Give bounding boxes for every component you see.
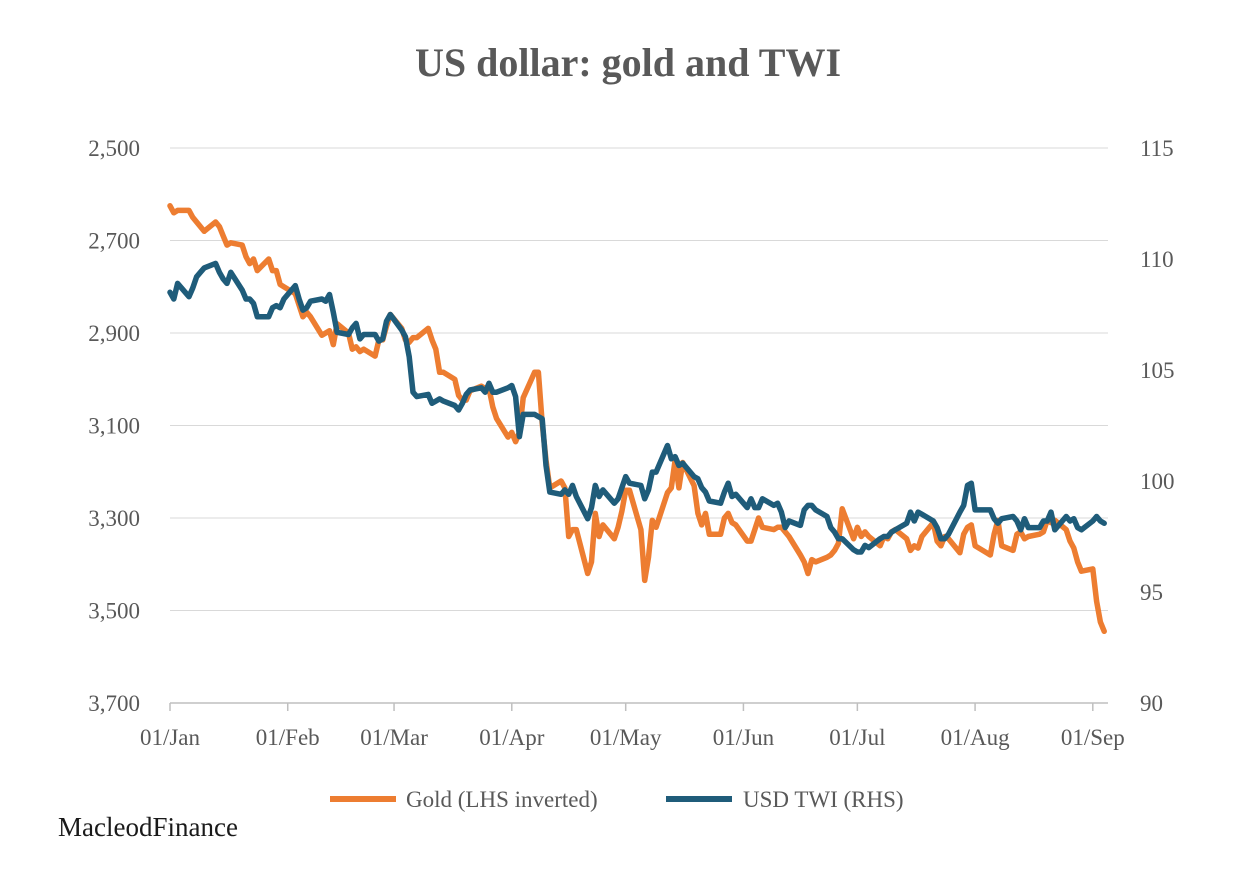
x-tick-label: 01/Jan (140, 725, 201, 750)
x-tick-label: 01/Feb (256, 725, 320, 750)
y-axis-right: 90 95 100 105 110 115 (1140, 136, 1175, 716)
y-left-tick-label: 3,700 (88, 691, 140, 716)
y-right-tick-label: 115 (1140, 136, 1174, 161)
y-left-tick-label: 3,300 (88, 506, 140, 531)
y-right-tick-label: 110 (1140, 247, 1174, 272)
brand-watermark: MacleodFinance (58, 812, 238, 842)
series-line-usd-twi (167, 260, 1107, 555)
series-layer (167, 203, 1107, 635)
y-left-tick-label: 2,500 (88, 136, 140, 161)
x-tick-label: 01/Apr (479, 725, 545, 750)
legend: Gold (LHS inverted) USD TWI (RHS) (330, 787, 904, 812)
grid-lines (170, 147, 1108, 704)
y-right-tick-label: 100 (1140, 469, 1175, 494)
y-right-tick-label: 90 (1140, 691, 1163, 716)
x-tick-label: 01/Aug (941, 725, 1011, 750)
x-axis: 01/Jan 01/Feb 01/Mar 01/Apr 01/May 01/Jun 01/J… (140, 703, 1125, 750)
y-left-tick-label: 2,900 (88, 321, 140, 346)
chart-title: US dollar: gold and TWI (415, 40, 841, 85)
y-right-tick-label: 105 (1140, 358, 1175, 383)
y-left-tick-label: 3,500 (88, 599, 140, 624)
y-right-tick-label: 95 (1140, 580, 1163, 605)
x-tick-label: 01/Sep (1061, 725, 1125, 750)
x-tick-label: 01/Mar (360, 725, 428, 750)
legend-label: Gold (LHS inverted) (406, 787, 598, 812)
y-axis-left: 2,500 2,700 2,900 3,100 3,300 3,500 3,700 (88, 136, 140, 716)
x-tick-label: 01/Jun (713, 725, 775, 750)
y-left-tick-label: 2,700 (88, 229, 140, 254)
x-tick-label: 01/May (590, 725, 662, 750)
series-line-gold (167, 203, 1107, 635)
legend-label: USD TWI (RHS) (743, 787, 904, 812)
y-left-tick-label: 3,100 (88, 414, 140, 439)
x-tick-label: 01/Jul (829, 725, 885, 750)
